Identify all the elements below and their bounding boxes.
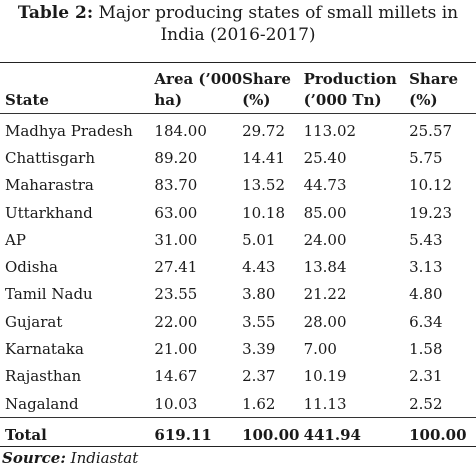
cell-production: 11.13 bbox=[303, 394, 347, 413]
cell-state: Maharastra bbox=[5, 176, 94, 195]
table-row: Rajasthan 14.67 2.37 10.19 2.31 bbox=[0, 363, 476, 390]
table-title: Table 2: Major producing states of small… bbox=[0, 2, 476, 46]
table-row: Nagaland 10.03 1.62 11.13 2.52 bbox=[0, 390, 476, 417]
cell-production: 113.02 bbox=[303, 121, 357, 140]
cell-state: Rajasthan bbox=[5, 367, 82, 386]
cell-state: Uttarkhand bbox=[5, 203, 93, 222]
cell-share-production: 10.12 bbox=[409, 176, 453, 195]
cell-share-production: 19.23 bbox=[409, 203, 453, 222]
cell-state: Gujarat bbox=[5, 312, 63, 331]
cell-area: 31.00 bbox=[154, 230, 198, 249]
cell-share-production: 25.57 bbox=[409, 121, 453, 140]
cell-share-area: 14.41 bbox=[242, 148, 286, 167]
table-row: Uttarkhand 63.00 10.18 85.00 19.23 bbox=[0, 199, 476, 226]
cell-share-area: 2.37 bbox=[242, 367, 276, 386]
header-share-production: Share (%) bbox=[409, 70, 458, 109]
cell-area: 22.00 bbox=[154, 312, 198, 331]
header-production: Production (’000 Tn) bbox=[303, 70, 397, 109]
cell-area: 21.00 bbox=[154, 340, 198, 359]
cell-state: Tamil Nadu bbox=[5, 285, 93, 304]
table-top-rule bbox=[0, 62, 476, 63]
total-share-production: 100.00 bbox=[409, 426, 467, 445]
cell-share-production: 3.13 bbox=[409, 258, 443, 277]
total-top-rule bbox=[0, 417, 476, 418]
cell-state: Chattisgarh bbox=[5, 148, 96, 167]
total-share-area: 100.00 bbox=[242, 426, 300, 445]
cell-area: 63.00 bbox=[154, 203, 198, 222]
cell-production: 7.00 bbox=[303, 340, 337, 359]
table-row: Karnataka 21.00 3.39 7.00 1.58 bbox=[0, 335, 476, 362]
total-production: 441.94 bbox=[303, 426, 361, 445]
table-row: Gujarat 22.00 3.55 28.00 6.34 bbox=[0, 308, 476, 335]
table-body: Madhya Pradesh 184.00 29.72 113.02 25.57 Chat… bbox=[0, 113, 476, 417]
cell-state: Nagaland bbox=[5, 394, 79, 413]
table-row: Tamil Nadu 23.55 3.80 21.22 4.80 bbox=[0, 281, 476, 308]
cell-state: Odisha bbox=[5, 258, 58, 277]
table-bottom-rule bbox=[0, 446, 476, 447]
cell-production: 21.22 bbox=[303, 285, 347, 304]
cell-area: 10.03 bbox=[154, 394, 198, 413]
source-text: Indiastat bbox=[65, 449, 139, 467]
cell-production: 24.00 bbox=[303, 230, 347, 249]
cell-production: 44.73 bbox=[303, 176, 347, 195]
cell-share-area: 3.55 bbox=[242, 312, 276, 331]
header-bottom-rule bbox=[0, 113, 476, 114]
total-area: 619.11 bbox=[154, 426, 212, 445]
cell-state: Madhya Pradesh bbox=[5, 121, 133, 140]
cell-share-area: 5.01 bbox=[242, 230, 276, 249]
total-label: Total bbox=[5, 426, 47, 445]
header-row: State Area (’000 ha) Share (%) Productio… bbox=[0, 63, 476, 113]
cell-area: 14.67 bbox=[154, 367, 198, 386]
table-row: Odisha 27.41 4.43 13.84 3.13 bbox=[0, 253, 476, 280]
cell-area: 83.70 bbox=[154, 176, 198, 195]
cell-area: 23.55 bbox=[154, 285, 198, 304]
header-area: Area (’000 ha) bbox=[154, 70, 243, 109]
cell-state: Karnataka bbox=[5, 340, 84, 359]
table-source: Source: Indiastat bbox=[2, 449, 138, 467]
millets-table: State Area (’000 ha) Share (%) Productio… bbox=[0, 63, 476, 449]
cell-share-production: 1.58 bbox=[409, 340, 443, 359]
cell-production: 25.40 bbox=[303, 148, 347, 167]
cell-share-area: 13.52 bbox=[242, 176, 286, 195]
cell-share-area: 3.80 bbox=[242, 285, 276, 304]
cell-share-production: 6.34 bbox=[409, 312, 443, 331]
table-row: Madhya Pradesh 184.00 29.72 113.02 25.57 bbox=[0, 113, 476, 144]
header-state: State bbox=[5, 91, 49, 109]
total-row: Total 619.11 100.00 441.94 100.00 bbox=[0, 417, 476, 449]
table-title-label: Table 2: bbox=[17, 3, 94, 23]
cell-production: 85.00 bbox=[303, 203, 347, 222]
table-row: Chattisgarh 89.20 14.41 25.40 5.75 bbox=[0, 144, 476, 171]
table-title-text-line1: Major producing states of small millets … bbox=[93, 3, 459, 23]
cell-production: 13.84 bbox=[303, 258, 347, 277]
cell-area: 27.41 bbox=[154, 258, 198, 277]
cell-area: 184.00 bbox=[154, 121, 207, 140]
table-row: AP 31.00 5.01 24.00 5.43 bbox=[0, 226, 476, 253]
header-share-area: Share (%) bbox=[242, 70, 291, 109]
cell-share-area: 29.72 bbox=[242, 121, 286, 140]
cell-share-area: 3.39 bbox=[242, 340, 276, 359]
cell-share-production: 2.31 bbox=[409, 367, 443, 386]
table-title-text-line2: India (2016-2017) bbox=[160, 25, 316, 45]
cell-share-production: 5.75 bbox=[409, 148, 443, 167]
cell-area: 89.20 bbox=[154, 148, 198, 167]
table-row: Maharastra 83.70 13.52 44.73 10.12 bbox=[0, 172, 476, 199]
cell-share-production: 2.52 bbox=[409, 394, 443, 413]
cell-share-area: 10.18 bbox=[242, 203, 286, 222]
cell-share-production: 5.43 bbox=[409, 230, 443, 249]
cell-share-area: 1.62 bbox=[242, 394, 276, 413]
cell-share-production: 4.80 bbox=[409, 285, 443, 304]
cell-state: AP bbox=[5, 230, 26, 249]
cell-production: 10.19 bbox=[303, 367, 347, 386]
source-label: Source: bbox=[2, 449, 66, 467]
cell-production: 28.00 bbox=[303, 312, 347, 331]
cell-share-area: 4.43 bbox=[242, 258, 276, 277]
